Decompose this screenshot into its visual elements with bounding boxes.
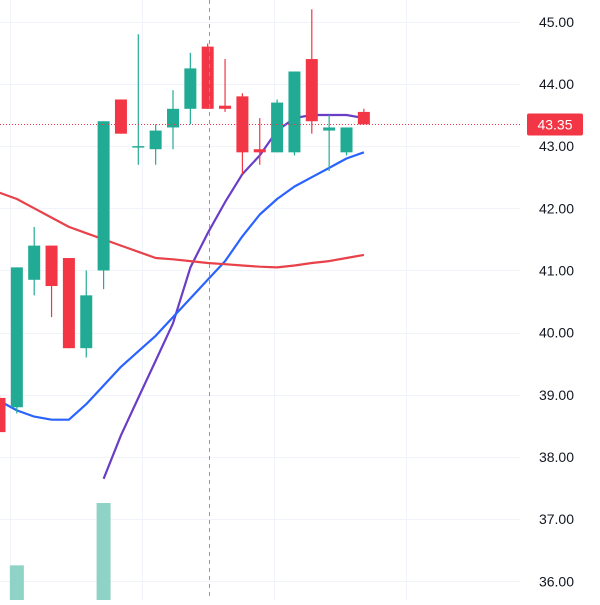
- y-tick-label: 44.00: [539, 76, 574, 92]
- candle-body[interactable]: [62, 258, 75, 349]
- y-tick-label: 43.00: [539, 138, 574, 154]
- last-price-badge: [527, 113, 583, 136]
- candle-body[interactable]: [236, 96, 249, 153]
- candle-body[interactable]: [253, 149, 266, 153]
- candle-body[interactable]: [0, 397, 6, 433]
- candle-body[interactable]: [201, 46, 214, 109]
- candle-body[interactable]: [340, 127, 353, 153]
- moving-average-line: [0, 151, 365, 421]
- candle-body[interactable]: [149, 130, 162, 150]
- candle-body[interactable]: [288, 71, 301, 153]
- candle-body[interactable]: [80, 295, 93, 349]
- candle-body[interactable]: [132, 146, 145, 148]
- volume-bar: [96, 503, 111, 600]
- volume-bar: [9, 565, 24, 600]
- y-tick-label: 41.00: [539, 262, 574, 278]
- candle-body[interactable]: [114, 99, 127, 134]
- moving-average-line: [102, 113, 365, 480]
- candle-body[interactable]: [357, 111, 370, 125]
- candle-body[interactable]: [97, 121, 110, 271]
- candle-body[interactable]: [271, 102, 284, 153]
- y-tick-label: 40.00: [539, 325, 574, 341]
- y-tick-label: 36.00: [539, 573, 574, 589]
- last-price-label: 43.35: [537, 117, 572, 133]
- candle-body[interactable]: [167, 108, 179, 128]
- moving-average-line: [0, 191, 365, 269]
- y-tick-label: 45.00: [539, 14, 574, 30]
- y-tick-label: 39.00: [539, 387, 574, 403]
- y-tick-label: 42.00: [539, 200, 574, 216]
- candle-body[interactable]: [184, 68, 197, 109]
- candle-body[interactable]: [45, 245, 58, 287]
- candle-body[interactable]: [305, 59, 318, 122]
- candle-body[interactable]: [219, 105, 232, 109]
- candle-body[interactable]: [10, 267, 23, 408]
- candle-body[interactable]: [28, 245, 41, 280]
- y-tick-label: 38.00: [539, 449, 574, 465]
- y-tick-label: 37.00: [539, 511, 574, 527]
- candle-body[interactable]: [323, 127, 336, 131]
